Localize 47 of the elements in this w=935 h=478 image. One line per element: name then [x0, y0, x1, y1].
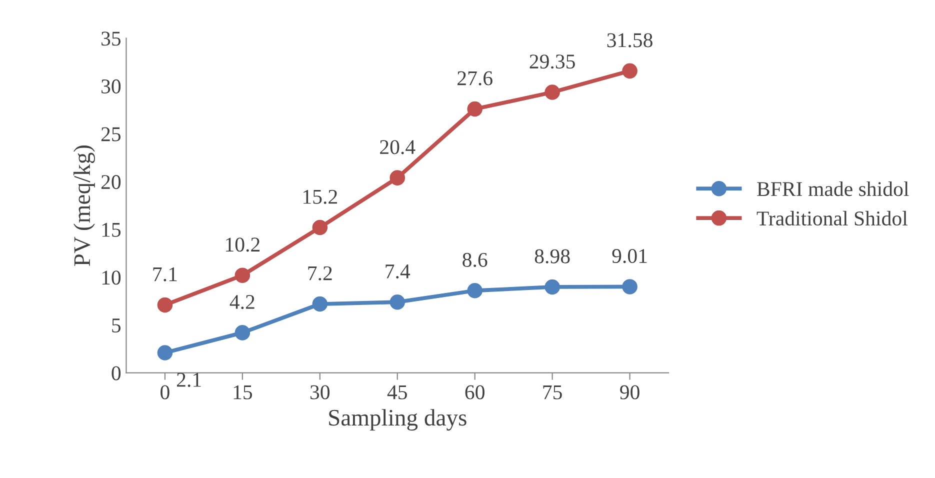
y-tick-label: 15 — [102, 222, 121, 237]
data-label: 9.01 — [612, 248, 647, 264]
point — [390, 170, 406, 186]
data-label: 2.1 — [176, 372, 201, 387]
x-tick-label: 0 — [160, 385, 170, 400]
y-tick-label: 0 — [112, 366, 121, 380]
point — [390, 294, 406, 310]
data-label: 7.1 — [153, 267, 177, 282]
point — [622, 63, 638, 79]
point — [234, 268, 250, 283]
point — [622, 279, 638, 294]
y-axis-title: PV (meq/kg) — [73, 145, 95, 266]
data-label: 31.58 — [607, 33, 652, 48]
x-tick-label: 15 — [234, 385, 252, 400]
x-tick-label: 60 — [465, 385, 484, 400]
data-label: 15.2 — [304, 190, 337, 204]
data-label: 7.2 — [308, 266, 332, 280]
data-label: 29.35 — [530, 54, 575, 69]
y-tick-label: 25 — [101, 127, 121, 142]
data-label: 10.2 — [226, 238, 260, 252]
legend-label: BFRI made shidol — [757, 181, 909, 196]
point — [157, 297, 173, 313]
y-tick-label: 5 — [112, 318, 121, 332]
point — [467, 101, 482, 117]
legend-label: Traditional Shidol — [756, 210, 908, 226]
data-label: 4.2 — [230, 295, 254, 310]
data-label: 27.6 — [458, 71, 492, 86]
data-label: 8.98 — [534, 249, 570, 264]
x-tick-label: 75 — [543, 385, 562, 400]
x-axis-title: Sampling days — [329, 409, 466, 431]
y-tick-label: 20 — [101, 175, 121, 190]
point — [544, 84, 560, 100]
x-tick-label: 30 — [310, 385, 330, 400]
data-label: 20.4 — [380, 140, 416, 154]
point — [312, 220, 328, 236]
point — [157, 345, 173, 360]
y-tick-label: 35 — [102, 32, 121, 46]
point — [544, 279, 560, 295]
x-tick-label: 45 — [387, 385, 407, 400]
point — [312, 296, 328, 312]
point — [467, 282, 482, 298]
point — [234, 325, 250, 340]
y-tick-label: 10 — [102, 270, 121, 285]
data-label: 7.4 — [386, 264, 410, 279]
data-label: 8.6 — [462, 252, 488, 268]
x-tick-label: 90 — [620, 385, 640, 400]
y-tick-label: 30 — [102, 79, 121, 94]
